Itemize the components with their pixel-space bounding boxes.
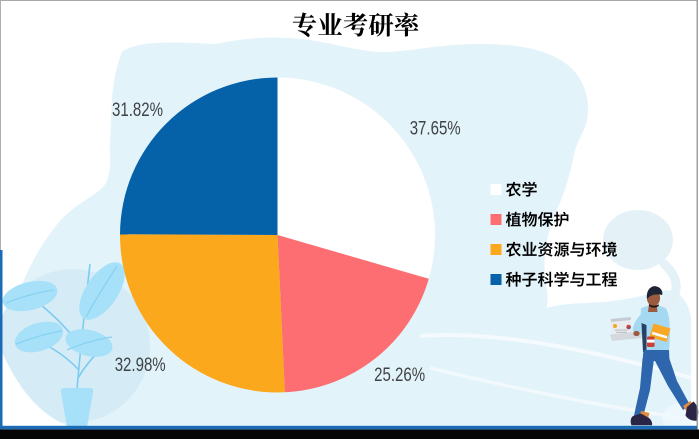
- svg-text:31.82%: 31.82%: [112, 100, 163, 121]
- svg-text:32.98%: 32.98%: [115, 355, 166, 376]
- svg-text:37.65%: 37.65%: [410, 118, 461, 139]
- svg-text:25.26%: 25.26%: [374, 365, 425, 386]
